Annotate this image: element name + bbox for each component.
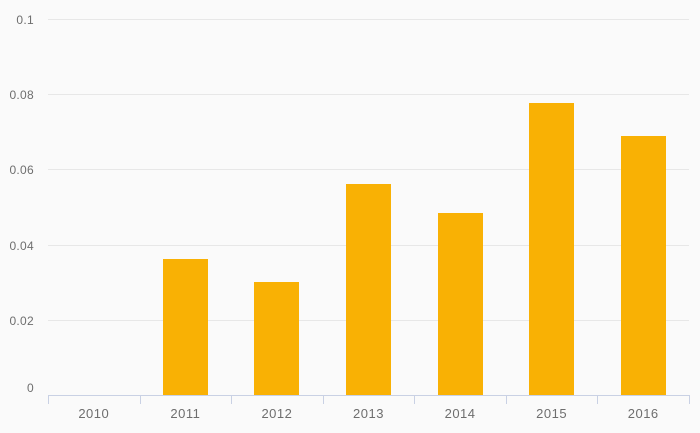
x-axis-label: 2016 xyxy=(627,406,659,421)
x-axis-label: 2010 xyxy=(78,406,110,421)
x-axis-label: 2011 xyxy=(170,406,201,421)
gridline xyxy=(48,94,689,96)
x-axis-tick xyxy=(140,395,141,404)
bar-2015[interactable] xyxy=(529,103,574,395)
bar-2013[interactable] xyxy=(346,184,391,395)
x-axis-tick xyxy=(231,395,232,404)
y-axis-label: 0.04 xyxy=(9,238,34,253)
y-axis-label: 0.02 xyxy=(9,313,34,328)
x-axis-label: 2014 xyxy=(444,406,476,421)
bar-2012[interactable] xyxy=(254,282,299,395)
bar-2016[interactable] xyxy=(621,136,666,395)
bar-2011[interactable] xyxy=(163,259,208,395)
x-axis-tick xyxy=(506,395,507,404)
x-axis-label: 2013 xyxy=(353,406,384,421)
x-axis-tick xyxy=(689,395,690,404)
gridline xyxy=(48,19,689,20)
x-axis-label: 2012 xyxy=(261,406,293,421)
y-axis-label: 0.1 xyxy=(16,13,34,27)
y-axis-label: 0 xyxy=(27,381,34,395)
x-axis-label: 2015 xyxy=(536,406,568,421)
gridline xyxy=(48,169,689,171)
y-axis-label: 0.06 xyxy=(9,163,34,178)
x-axis-tick xyxy=(323,395,324,404)
x-axis-tick xyxy=(597,395,598,404)
x-axis-tick xyxy=(48,395,49,404)
x-axis-tick xyxy=(414,395,415,404)
y-axis-label: 0.08 xyxy=(9,88,34,103)
x-axis-line xyxy=(48,395,690,396)
bar-2014[interactable] xyxy=(438,213,483,395)
